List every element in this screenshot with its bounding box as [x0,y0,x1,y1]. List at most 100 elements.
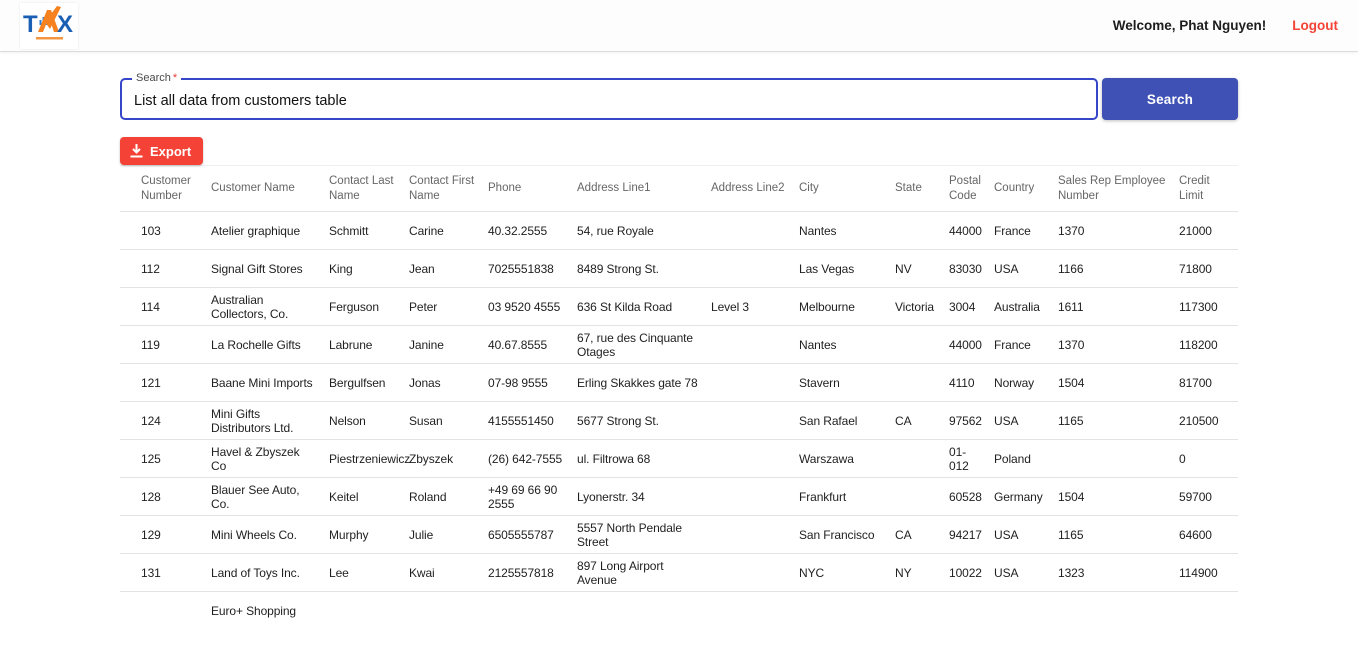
table-cell: USA [994,401,1058,440]
table-cell: 125 [120,439,211,478]
table-cell: Las Vegas [799,249,895,288]
table-cell: CA [895,401,949,440]
table-cell [711,325,799,364]
table-cell: Bergulfsen [329,363,409,402]
column-header: City [799,165,895,212]
table-cell [1058,439,1179,478]
table-cell: Roland [409,477,488,516]
table-cell: 118200 [1179,325,1238,364]
table-cell [895,325,949,364]
table-cell [329,592,409,630]
table-cell [799,592,895,630]
table-cell: 81700 [1179,363,1238,402]
table-cell: 1370 [1058,325,1179,364]
table-cell: 210500 [1179,401,1238,440]
table-row: 112 Signal Gift Stores King Jean 7025551838 8… [120,249,1238,288]
table-cell [895,363,949,402]
appbar-right: Welcome, Phat Nguyen! Logout [1113,18,1338,33]
table-cell: 129 [120,515,211,554]
column-header: State [895,165,949,212]
table-cell: 636 St Kilda Road [577,287,711,326]
app-header: T X Welcome, Phat Nguyen! Logout [0,0,1358,52]
table-cell [895,439,949,478]
table-cell: Labrune [329,325,409,364]
table-cell: Peter [409,287,488,326]
tax-logo-icon: T X [23,5,73,39]
column-header: Phone [488,165,577,212]
table-cell [711,363,799,402]
table-cell [949,592,994,630]
table-row: 103 Atelier graphique Schmitt Carine 40.32.2… [120,211,1238,250]
column-header: Customer Number [120,165,211,212]
table-cell: 59700 [1179,477,1238,516]
table-cell [711,515,799,554]
export-button[interactable]: Export [120,137,204,165]
table-cell: Stavern [799,363,895,402]
column-header: Postal Code [949,165,994,212]
table-cell: 119 [120,325,211,364]
table-cell: Susan [409,401,488,440]
table-cell: CA [895,515,949,554]
table-cell: Australian Collectors, Co. [211,287,329,326]
table-cell: 3004 [949,287,994,326]
main-content: Search* Search Export Customer NumberCus… [0,72,1358,630]
table-cell: France [994,325,1058,364]
table-cell: Victoria [895,287,949,326]
table-cell [577,592,711,630]
table-cell: 124 [120,401,211,440]
table-cell: Mini Wheels Co. [211,515,329,554]
table-cell: Nantes [799,325,895,364]
table-cell: La Rochelle Gifts [211,325,329,364]
table-row: 121 Baane Mini Imports Bergulfsen Jonas 07-9… [120,363,1238,402]
table-cell [895,592,949,630]
table-row: Euro+ Shopping [120,592,1238,630]
table-cell: USA [994,553,1058,592]
table-cell: 01-012 [949,439,994,478]
results-table-container: Customer Number Customer Name Contact Last… [120,165,1238,630]
table-cell: San Rafael [799,401,895,440]
table-row: 131 Land of Toys Inc. Lee Kwai 2125557818 897… [120,553,1238,592]
search-input[interactable] [122,89,1096,109]
table-cell [711,439,799,478]
table-row: 129 Mini Wheels Co. Murphy Julie 6505555787 5… [120,515,1238,554]
table-cell: (26) 642-7555 [488,439,577,478]
app-logo[interactable]: T X [20,2,78,49]
table-cell: 60528 [949,477,994,516]
table-cell: USA [994,249,1058,288]
table-cell: Kwai [409,553,488,592]
table-cell: +49 69 66 90 2555 [488,477,577,516]
column-header: Customer Name [211,165,329,212]
logout-link[interactable]: Logout [1292,18,1338,33]
column-header: Address Line2 [711,165,799,212]
table-cell: Keitel [329,477,409,516]
table-cell: 97562 [949,401,994,440]
table-cell: Murphy [329,515,409,554]
column-header: Contact First Name [409,165,488,212]
table-cell: Level 3 [711,287,799,326]
table-cell: USA [994,515,1058,554]
table-cell [711,477,799,516]
table-cell: Erling Skakkes gate 78 [577,363,711,402]
table-cell: 114900 [1179,553,1238,592]
search-button[interactable]: Search [1102,78,1238,120]
table-cell: Julie [409,515,488,554]
table-cell: Zbyszek [409,439,488,478]
table-cell: 54, rue Royale [577,211,711,250]
table-cell: 128 [120,477,211,516]
table-cell [711,211,799,250]
table-cell: 40.67.8555 [488,325,577,364]
table-cell: 07-98 9555 [488,363,577,402]
table-cell: Lyonerstr. 34 [577,477,711,516]
table-cell [711,592,799,630]
table-row: 114 Australian Collectors, Co. Ferguson Pet… [120,287,1238,326]
table-cell: 44000 [949,325,994,364]
table-cell: Mini Gifts Distributors Ltd. [211,401,329,440]
table-cell: King [329,249,409,288]
table-cell [488,592,577,630]
table-cell: 2125557818 [488,553,577,592]
svg-text:X: X [57,11,73,38]
search-label: Search * [132,72,182,84]
table-cell: 0 [1179,439,1238,478]
table-cell: 1323 [1058,553,1179,592]
welcome-text: Welcome, Phat Nguyen! [1112,18,1267,33]
